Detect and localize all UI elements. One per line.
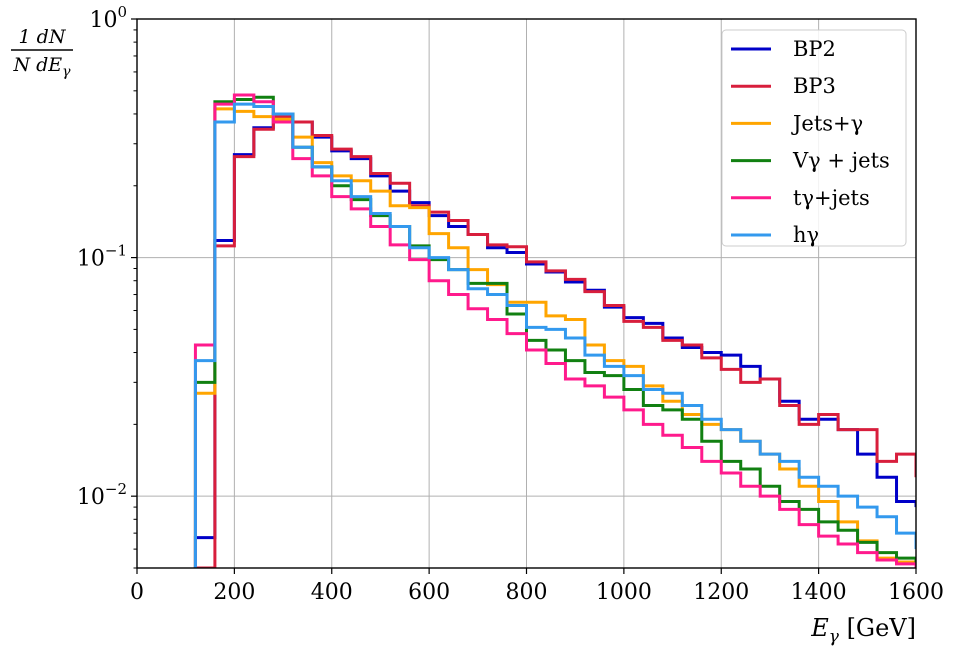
y-axis-title: 1 dN N dEγ (11, 26, 73, 80)
series-layer (193, 93, 916, 568)
legend-box (721, 29, 907, 247)
legend-label: Jets+γ (791, 111, 863, 135)
x-tick-label: 200 (213, 580, 255, 605)
x-axis-symbol-sub: γ (829, 627, 840, 647)
x-tick-label: 1000 (596, 580, 652, 605)
legend-label: BP3 (793, 74, 836, 98)
y-axis-denominator-main: N dE (12, 54, 62, 76)
x-tick-label: 800 (506, 580, 548, 605)
y-axis-denominator: N dEγ (12, 54, 71, 80)
legend: BP2 BP3 Jets+γ Vγ + jets tγ+jets hγ (721, 29, 907, 247)
legend-label: Vγ + jets (792, 149, 890, 173)
y-tick-label: 100 (89, 3, 127, 33)
x-tick-label: 0 (130, 580, 144, 605)
series-line (193, 102, 916, 568)
y-axis-denominator-sub: γ (62, 64, 71, 80)
y-tick-label: 10−1 (77, 242, 127, 272)
legend-label: tγ+jets (793, 186, 870, 210)
legend-label: hγ (793, 223, 819, 247)
x-tick-label: 1400 (791, 580, 847, 605)
x-axis-title: Eγ [GeV] (810, 614, 916, 647)
tick-layer: 0 200 400 600 800 1000 1200 1400 1600 100 10−1 10−2 (77, 3, 944, 605)
x-tick-label: 1200 (693, 580, 749, 605)
series-line (193, 107, 916, 568)
x-axis-symbol: E (810, 614, 829, 642)
y-axis-numerator: 1 dN (19, 26, 67, 48)
x-axis-unit: [GeV] (839, 614, 916, 642)
y-tick-label: 10−2 (77, 480, 127, 510)
x-tick-label: 400 (311, 580, 353, 605)
x-tick-label: 1600 (888, 580, 944, 605)
x-tick-label: 600 (408, 580, 450, 605)
series-line (193, 115, 916, 568)
legend-label: BP2 (793, 37, 836, 61)
